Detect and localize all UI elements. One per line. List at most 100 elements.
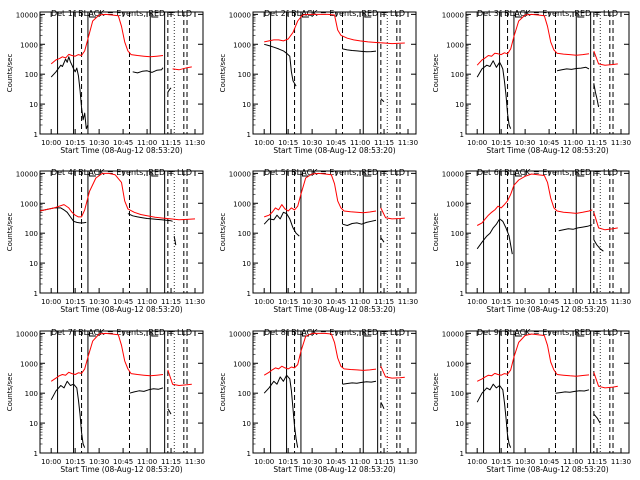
y-tick-label: 100: [25, 71, 38, 79]
interval-bracket: [151, 13, 159, 18]
events-series-line: [380, 401, 385, 409]
x-tick-label: 10:00: [254, 298, 274, 306]
x-tick-label: 11:00: [563, 139, 583, 147]
chart-panel: Det 8f BLACK = Events, RED = LLD 1 10 100 10…: [219, 328, 418, 474]
y-tick-label: 100: [451, 230, 464, 238]
plot-frame: [465, 170, 630, 294]
events-series-line: [132, 67, 164, 74]
y-axis-label: Counts/sec: [432, 373, 440, 412]
interval-bracket: [515, 332, 522, 337]
y-tick-label: 100: [25, 230, 38, 238]
y-tick-label: 1: [460, 131, 464, 139]
x-tick-label: 10:45: [113, 139, 133, 147]
interval-bracket: [151, 332, 159, 337]
y-tick-label: 10: [29, 420, 38, 428]
y-tick-label: 10: [455, 101, 464, 109]
x-tick-label: 11:15: [161, 298, 181, 306]
plot-frame: [252, 170, 417, 294]
interval-bracket: [151, 172, 159, 177]
y-tick-label: 10: [455, 260, 464, 268]
events-series-line: [263, 211, 300, 237]
panel-title: Det 8f BLACK = Events, RED = LLD: [264, 328, 405, 337]
y-tick-label: 1: [34, 290, 38, 298]
x-tick-label: 11:30: [185, 298, 205, 306]
x-tick-label: 11:30: [611, 458, 631, 466]
lld-series-line: [476, 333, 590, 382]
chart-panel: Det 7f BLACK = Events, RED = LLD 1 10 100 10…: [6, 328, 205, 474]
panel-title: Det 9f BLACK = Events, RED = LLD: [477, 328, 618, 337]
y-tick-label: 10000: [16, 170, 38, 178]
x-tick-label: 11:15: [587, 298, 607, 306]
events-series-line: [129, 387, 164, 394]
lld-series-line: [593, 212, 618, 231]
x-axis-label: Start Time (08-Aug-12 08:53:20): [486, 465, 608, 474]
interval-bracket: [89, 172, 96, 177]
y-tick-label: 10000: [229, 11, 251, 19]
lld-series-line: [39, 172, 196, 221]
x-tick-label: 11:30: [611, 298, 631, 306]
plot-frame: [465, 330, 630, 454]
y-tick-label: 10000: [442, 330, 464, 338]
x-tick-label: 10:00: [467, 139, 487, 147]
interval-bracket: [89, 332, 96, 337]
y-axis-label: Counts/sec: [432, 54, 440, 93]
x-tick-label: 10:15: [278, 458, 298, 466]
x-tick-label: 11:15: [587, 139, 607, 147]
y-tick-label: 10: [242, 420, 251, 428]
y-tick-label: 1: [34, 450, 38, 458]
lld-series-line: [593, 50, 618, 66]
plot-frame: [252, 330, 417, 454]
x-tick-label: 10:30: [302, 298, 322, 306]
y-axis-label: Counts/sec: [6, 54, 14, 93]
lld-series-line: [380, 207, 405, 220]
plot-frame: [39, 330, 204, 454]
events-series-line: [476, 60, 512, 129]
lld-series-line: [264, 13, 405, 45]
x-tick-label: 10:30: [302, 139, 322, 147]
interval-bracket: [515, 172, 522, 177]
x-tick-label: 11:30: [185, 139, 205, 147]
panel-title: Det 6f BLACK = Events, RED = LLD: [477, 168, 618, 177]
x-tick-label: 11:00: [350, 298, 370, 306]
y-tick-label: 1000: [20, 200, 38, 208]
events-series-line: [127, 213, 173, 222]
x-tick-label: 10:30: [515, 458, 535, 466]
lld-series-line: [476, 13, 590, 66]
y-tick-label: 10: [455, 420, 464, 428]
x-tick-label: 11:15: [161, 139, 181, 147]
x-axis-label: Start Time (08-Aug-12 08:53:20): [273, 305, 395, 314]
x-tick-label: 10:15: [491, 298, 511, 306]
x-axis-label: Start Time (08-Aug-12 08:53:20): [60, 305, 182, 314]
events-series-line: [173, 236, 177, 246]
y-tick-label: 100: [238, 71, 251, 79]
y-tick-label: 100: [451, 71, 464, 79]
y-tick-label: 10000: [16, 11, 38, 19]
y-tick-label: 1000: [20, 360, 38, 368]
y-tick-label: 10000: [442, 170, 464, 178]
interval-bracket: [515, 13, 522, 18]
x-tick-label: 11:00: [137, 298, 157, 306]
events-series-line: [167, 408, 172, 415]
events-series-line: [593, 83, 600, 108]
panel-title: Det 3f BLACK = Events, RED = LLD: [477, 9, 618, 18]
y-tick-label: 10: [242, 101, 251, 109]
lld-series-line: [50, 332, 164, 382]
y-tick-label: 1000: [233, 360, 251, 368]
lld-series-line: [380, 365, 405, 379]
lld-series-line: [264, 172, 377, 218]
x-tick-label: 10:45: [326, 458, 346, 466]
plot-frame: [39, 170, 204, 294]
y-tick-label: 10000: [229, 170, 251, 178]
y-tick-label: 1000: [233, 200, 251, 208]
y-axis-label: Counts/sec: [432, 213, 440, 252]
x-tick-label: 10:00: [41, 298, 61, 306]
panel-title: Det 4f BLACK = Events, RED = LLD: [51, 168, 192, 177]
y-tick-label: 10: [242, 260, 251, 268]
x-tick-label: 11:00: [350, 139, 370, 147]
x-tick-label: 11:30: [611, 139, 631, 147]
y-axis-label: Counts/sec: [6, 373, 14, 412]
events-series-line: [167, 87, 172, 93]
x-axis-label: Start Time (08-Aug-12 08:53:20): [60, 465, 182, 474]
y-tick-label: 100: [238, 230, 251, 238]
